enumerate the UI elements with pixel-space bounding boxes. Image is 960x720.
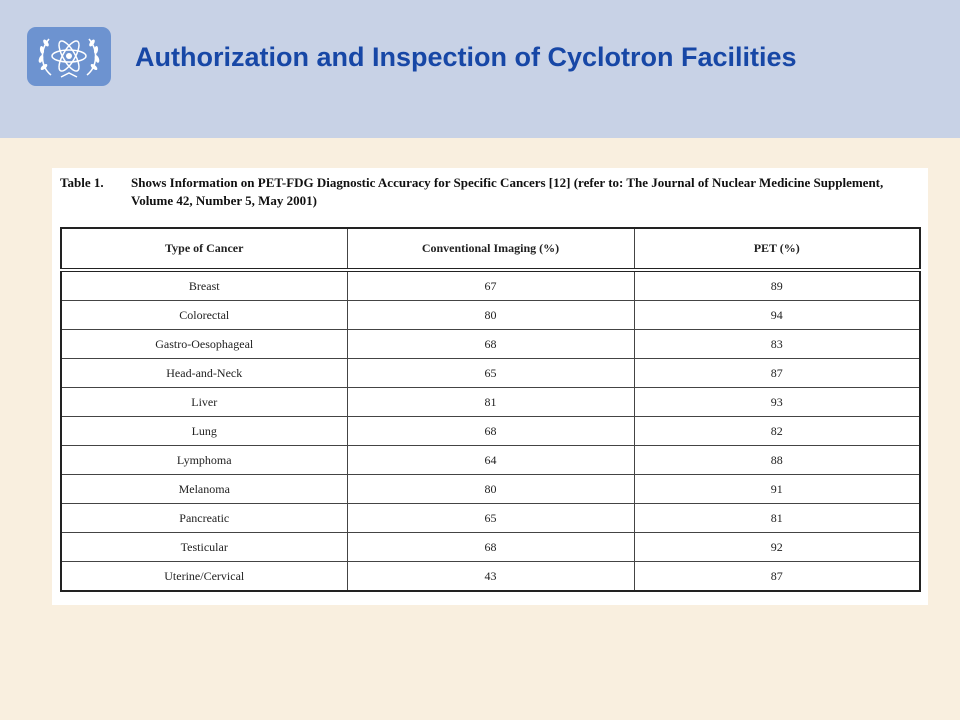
cell-cancer-type: Lung [60, 416, 348, 446]
cell-pet: 92 [633, 532, 921, 562]
cell-conventional-imaging: 80 [346, 474, 635, 504]
cell-conventional-imaging: 80 [346, 300, 635, 330]
cell-conventional-imaging: 81 [346, 387, 635, 417]
table-row: Breast 67 89 [60, 269, 921, 301]
table-row: Pancreatic 65 81 [60, 503, 921, 533]
column-header-pet: PET (%) [633, 227, 921, 272]
cell-conventional-imaging: 43 [346, 561, 635, 592]
cell-conventional-imaging: 64 [346, 445, 635, 475]
column-header-conventional-imaging: Conventional Imaging (%) [346, 227, 635, 272]
cell-pet: 91 [633, 474, 921, 504]
un-emblem-atom-icon [27, 27, 111, 86]
cell-conventional-imaging: 68 [346, 416, 635, 446]
cell-cancer-type: Head-and-Neck [60, 358, 348, 388]
table-row: Head-and-Neck 65 87 [60, 358, 921, 388]
cell-conventional-imaging: 68 [346, 329, 635, 359]
page-title: Authorization and Inspection of Cyclotro… [135, 42, 797, 72]
cell-cancer-type: Colorectal [60, 300, 348, 330]
table-caption-text: Shows Information on PET-FDG Diagnostic … [131, 175, 884, 208]
cell-pet: 81 [633, 503, 921, 533]
cell-conventional-imaging: 67 [346, 269, 635, 301]
table-row: Melanoma 80 91 [60, 474, 921, 504]
table-row: Gastro-Oesophageal 68 83 [60, 329, 921, 359]
cell-pet: 93 [633, 387, 921, 417]
cell-cancer-type: Lymphoma [60, 445, 348, 475]
table-row: Testicular 68 92 [60, 532, 921, 562]
cell-pet: 88 [633, 445, 921, 475]
column-header-cancer-type: Type of Cancer [60, 227, 348, 272]
cell-cancer-type: Melanoma [60, 474, 348, 504]
cell-conventional-imaging: 65 [346, 503, 635, 533]
cell-conventional-imaging: 65 [346, 358, 635, 388]
table-row: Lymphoma 64 88 [60, 445, 921, 475]
cell-pet: 89 [633, 269, 921, 301]
cell-cancer-type: Breast [60, 269, 348, 301]
table-panel: Table 1. Shows Information on PET-FDG Di… [52, 168, 928, 605]
table-row: Colorectal 80 94 [60, 300, 921, 330]
table-label: Table 1. [60, 175, 104, 190]
table-row: Lung 68 82 [60, 416, 921, 446]
cell-conventional-imaging: 68 [346, 532, 635, 562]
cell-pet: 94 [633, 300, 921, 330]
accuracy-table: Type of Cancer Conventional Imaging (%) … [60, 227, 921, 592]
cell-cancer-type: Liver [60, 387, 348, 417]
cell-cancer-type: Pancreatic [60, 503, 348, 533]
table-header-row: Type of Cancer Conventional Imaging (%) … [60, 227, 921, 272]
cell-pet: 82 [633, 416, 921, 446]
cell-pet: 83 [633, 329, 921, 359]
cell-cancer-type: Testicular [60, 532, 348, 562]
cell-cancer-type: Uterine/Cervical [60, 561, 348, 592]
cell-cancer-type: Gastro-Oesophageal [60, 329, 348, 359]
table-row: Uterine/Cervical 43 87 [60, 561, 921, 592]
cell-pet: 87 [633, 561, 921, 592]
table-row: Liver 81 93 [60, 387, 921, 417]
cell-pet: 87 [633, 358, 921, 388]
slide-header: Authorization and Inspection of Cyclotro… [0, 0, 960, 138]
